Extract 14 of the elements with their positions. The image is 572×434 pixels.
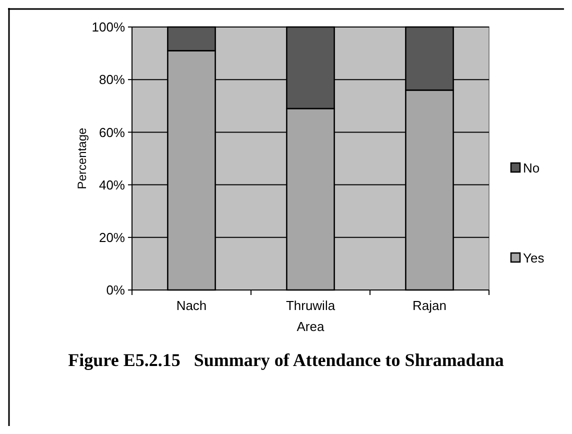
y-tick-label: 80% — [98, 72, 126, 88]
legend-label: No — [523, 160, 540, 176]
legend-label: Yes — [523, 250, 545, 266]
y-tick-label: 40% — [98, 177, 126, 192]
y-axis-title: Percentage — [75, 127, 89, 190]
x-tick-label: Thruwila — [286, 298, 336, 313]
x-axis-title: Area — [296, 319, 325, 334]
y-tick-label: 20% — [98, 230, 126, 245]
x-tick-label: Nach — [176, 298, 207, 313]
y-tick-label: 0% — [106, 282, 126, 298]
y-tick-label: 60% — [98, 124, 126, 140]
x-tick-label: Rajan — [412, 298, 446, 313]
text: Figure E5.2.15 Summary of Attendance to Shramadana — [68, 350, 504, 370]
y-tick-label: 100% — [92, 20, 126, 35]
